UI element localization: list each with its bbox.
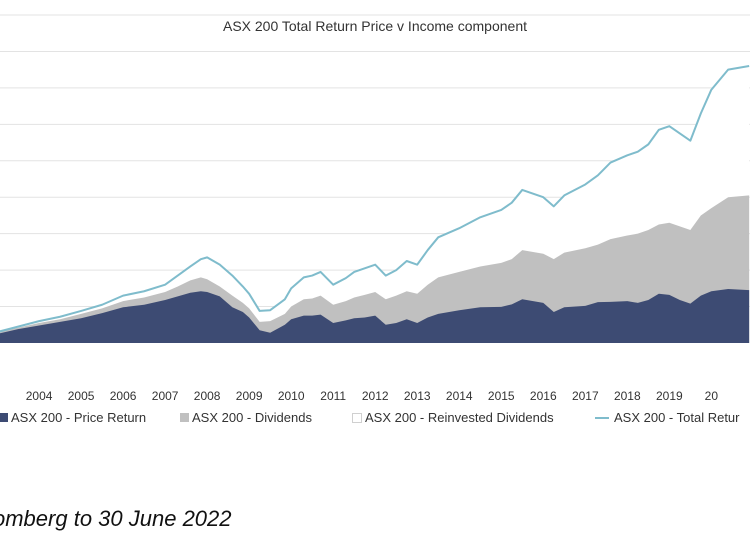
chart-title: ASX 200 Total Return Price v Income comp… bbox=[222, 18, 527, 34]
legend-item-total-return: ASX 200 - Total Retur bbox=[595, 410, 740, 425]
legend-item-price-return: ASX 200 - Price Return bbox=[0, 410, 146, 425]
legend-swatch-total-return bbox=[595, 416, 609, 419]
legend-swatch-price-return bbox=[0, 413, 8, 422]
x-tick-label: 2011 bbox=[320, 389, 346, 403]
x-tick-label: 2017 bbox=[572, 389, 599, 403]
legend-swatch-dividends bbox=[180, 413, 189, 422]
x-axis: 3 2004 2005 2006 2007 2008 2009 2010 2011 2012 201… bbox=[0, 389, 718, 403]
x-tick-label: 20 bbox=[705, 389, 719, 403]
x-tick-label: 2018 bbox=[614, 389, 641, 403]
x-tick-label: 2019 bbox=[656, 389, 683, 403]
x-tick-label: 2004 bbox=[26, 389, 53, 403]
x-tick-label: 2008 bbox=[194, 389, 221, 403]
line-asx-200-total-return bbox=[0, 65, 750, 333]
gridlines bbox=[0, 14, 750, 308]
x-tick-label: 2016 bbox=[530, 389, 557, 403]
x-tick-label: 2010 bbox=[278, 389, 305, 403]
x-tick-label: 2007 bbox=[152, 389, 179, 403]
legend-item-dividends: ASX 200 - Dividends bbox=[180, 410, 312, 425]
legend-label-total-return: ASX 200 - Total Retur bbox=[614, 410, 740, 425]
area-series bbox=[0, 66, 750, 343]
legend-item-reinvested-dividends: ASX 200 - Reinvested Dividends bbox=[352, 410, 554, 425]
legend-label-reinvested-dividends: ASX 200 - Reinvested Dividends bbox=[365, 410, 554, 425]
legend-swatch-reinvested-dividends bbox=[352, 412, 362, 423]
x-tick-label: 2012 bbox=[362, 389, 389, 403]
x-tick-label: 2013 bbox=[404, 389, 431, 403]
legend-label-dividends: ASX 200 - Dividends bbox=[192, 410, 312, 425]
x-tick-label: 3 bbox=[0, 389, 1, 403]
x-tick-label: 2009 bbox=[236, 389, 263, 403]
line-series bbox=[0, 65, 750, 333]
x-tick-label: 2005 bbox=[68, 389, 95, 403]
x-tick-label: 2015 bbox=[488, 389, 515, 403]
area-asx-200-price-return bbox=[0, 289, 750, 343]
x-tick-label: 2006 bbox=[110, 389, 137, 403]
source-note: omberg to 30 June 2022 bbox=[0, 506, 232, 531]
x-tick-label: 2014 bbox=[446, 389, 473, 403]
legend-label-price-return: ASX 200 - Price Return bbox=[11, 410, 147, 425]
